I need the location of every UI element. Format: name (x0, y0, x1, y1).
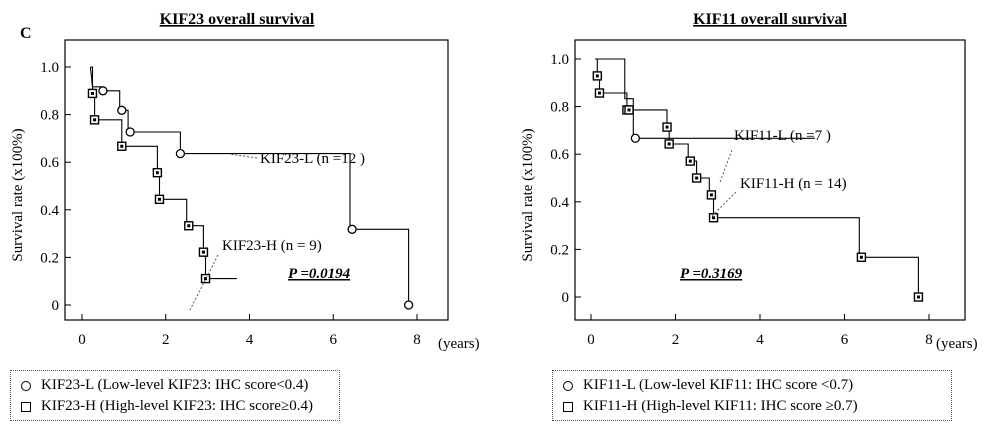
plot-frame-right (574, 39, 966, 321)
p-value-label: P =0.3169 (680, 266, 743, 282)
censor-square-center (709, 193, 713, 197)
censor-square-center (665, 125, 669, 129)
legend-label: KIF11-L (Low-level KIF11: IHC score <0.7… (583, 377, 854, 393)
series-line-circle (89, 66, 410, 305)
series-line-square (90, 66, 237, 280)
censor-square-center (155, 171, 159, 175)
censor-square-center (120, 144, 124, 148)
y-tick-label: 0.6 (550, 147, 569, 163)
y-tick-label: 0.4 (40, 203, 59, 219)
legend-label: KIF23-L (Low-level KIF23: IHC score<0.4) (41, 377, 309, 393)
x-axis-label: (years) (936, 336, 978, 352)
series-annotation: KIF23-H (n = 9) (222, 238, 322, 254)
censor-square-center (201, 250, 205, 254)
censor-square-center (93, 118, 97, 122)
plot-frame-left (64, 39, 449, 321)
panel-letter: C (20, 25, 32, 42)
x-tick-label: 0 (587, 332, 595, 348)
censor-circle-marker (125, 127, 135, 137)
censor-square-center (597, 91, 601, 95)
square-marker-icon (21, 401, 31, 412)
x-tick-label: 2 (162, 332, 170, 348)
legend-left: KIF23-L (Low-level KIF23: IHC score<0.4)… (10, 370, 340, 421)
censor-circle-marker (347, 224, 357, 234)
censor-circle-marker (403, 300, 414, 310)
x-tick-label: 8 (925, 332, 933, 348)
series-annotation: KIF11-H (n = 14) (740, 176, 847, 192)
censor-square-center (627, 108, 631, 112)
x-axis-label: (years) (438, 336, 480, 352)
y-tick-label: 0 (562, 290, 570, 306)
censor-square-center (157, 197, 161, 201)
chart-title: KIF11 overall survival (693, 11, 847, 28)
censor-circle-marker (98, 86, 108, 96)
censor-square-center (667, 142, 671, 146)
legend-label: KIF11-H (High-level KIF11: IHC score ≥0.… (583, 398, 858, 414)
legend-item: KIF11-H (High-level KIF11: IHC score ≥0.… (563, 396, 943, 417)
y-tick-label: 0 (52, 298, 60, 314)
legend-label: KIF23-H (High-level KIF23: IHC score≥0.4… (41, 398, 313, 414)
censor-square-center (859, 255, 863, 259)
x-tick-label: 4 (246, 332, 254, 348)
annotation-leader (228, 153, 258, 159)
series-line-square (595, 58, 919, 297)
y-axis-label: Survival rate (x100%) (520, 128, 536, 261)
censor-square-center (688, 159, 692, 163)
y-tick-label: 0.6 (40, 155, 59, 171)
y-tick-label: 1.0 (550, 52, 569, 68)
censor-square-center (712, 216, 716, 220)
series-annotation: KIF23-L (n =12 ) (260, 151, 365, 167)
y-tick-label: 0.2 (550, 242, 569, 258)
y-tick-label: 0.2 (40, 250, 59, 266)
legend-item: KIF11-L (Low-level KIF11: IHC score <0.7… (563, 375, 943, 396)
censor-square-center (695, 176, 699, 180)
x-tick-label: 6 (330, 332, 338, 348)
x-tick-label: 0 (78, 332, 86, 348)
censor-square-center (916, 295, 920, 299)
annotation-leader (719, 149, 733, 183)
censor-square-center (90, 91, 94, 95)
censor-square-center (204, 277, 208, 281)
legend-item: KIF23-L (Low-level KIF23: IHC score<0.4) (21, 375, 331, 396)
censor-circle-marker (175, 148, 186, 159)
x-tick-label: 6 (841, 332, 849, 348)
legend-item: KIF23-H (High-level KIF23: IHC score≥0.4… (21, 396, 331, 417)
censor-circle-marker (117, 105, 127, 115)
censor-square-center (595, 74, 599, 78)
x-tick-label: 8 (413, 332, 421, 348)
circle-marker-icon (563, 380, 573, 391)
y-tick-label: 0.4 (550, 195, 569, 211)
p-value-label: P =0.0194 (288, 266, 351, 282)
y-tick-label: 0.8 (550, 100, 569, 116)
series-annotation: KIF11-L (n =7 ) (734, 128, 831, 144)
y-tick-label: 1.0 (40, 60, 59, 76)
series-line-circle (595, 58, 815, 139)
y-axis-label: Survival rate (x100%) (10, 128, 26, 261)
square-marker-icon (563, 401, 573, 412)
circle-marker-icon (21, 380, 31, 391)
chart-title: KIF23 overall survival (160, 11, 315, 28)
legend-right: KIF11-L (Low-level KIF11: IHC score <0.7… (552, 370, 952, 421)
y-tick-label: 0.8 (40, 108, 59, 124)
x-tick-label: 4 (756, 332, 764, 348)
censor-circle-marker (630, 133, 641, 143)
censor-square-center (187, 224, 191, 228)
x-tick-label: 2 (672, 332, 680, 348)
